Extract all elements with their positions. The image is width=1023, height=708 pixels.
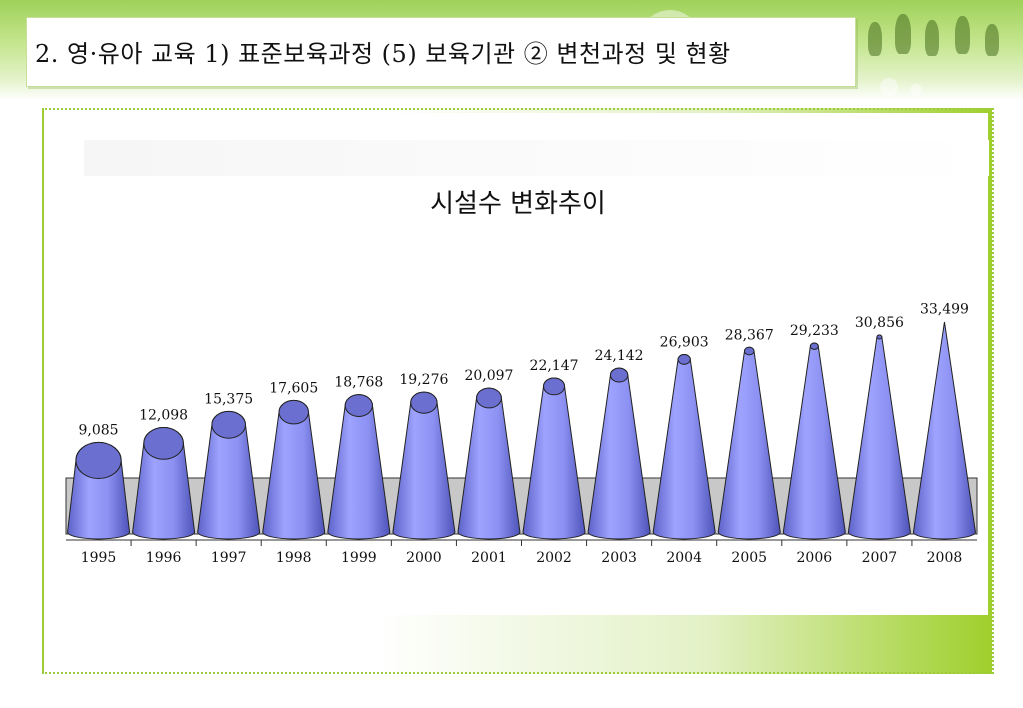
data-label: 15,375 [204,391,253,407]
cone-bar [912,321,976,540]
cone-bar [392,391,456,540]
data-label: 29,233 [790,323,839,339]
data-label: 20,097 [464,368,513,384]
data-label: 26,903 [660,335,709,351]
data-label: 19,276 [399,372,448,388]
data-label: 24,142 [595,348,644,364]
x-tick-label: 1995 [81,550,117,566]
x-tick-label: 2006 [797,550,833,566]
chart-title: 시설수 변화추이 [430,189,606,219]
data-label: 33,499 [920,302,969,318]
x-tick-label: 2002 [536,550,572,566]
x-tick-label: 2007 [862,550,898,566]
x-tick-label: 1997 [211,550,247,566]
decorative-circle [880,78,898,96]
x-tick-label: 2001 [471,550,507,566]
cone-bar [652,354,716,540]
cone-bar [782,342,846,540]
cone-bar [522,377,586,540]
cone-bar [457,387,521,540]
x-tick-label: 2000 [406,550,442,566]
cone-bar [717,346,781,540]
cone-top [211,410,246,439]
x-tick-label: 1998 [276,550,312,566]
x-tick-label: 2004 [666,550,702,566]
x-tick-label: 2005 [731,550,767,566]
x-tick-label: 1999 [341,550,377,566]
cone-bar [587,367,651,540]
children-silhouette-icon [868,22,882,56]
cone-top [744,346,755,356]
cone-top [609,367,629,383]
decorative-circle [910,84,922,96]
x-tick-label: 1996 [146,550,182,566]
cone-bar [847,334,911,540]
data-label: 22,147 [530,358,579,374]
cone-top [344,394,373,417]
cone-top [809,342,819,350]
cone-top [677,354,691,365]
chart-top-band [84,140,989,176]
data-label: 17,605 [269,380,318,396]
slide-title-box: 2. 영·유아 교육 1) 표준보육과정 (5) 보육기관 ② 변천과정 및 현… [26,17,856,87]
slide-title: 2. 영·유아 교육 1) 표준보육과정 (5) 보육기관 ② 변천과정 및 현… [35,40,731,68]
data-label: 9,085 [78,422,118,438]
cone-top [876,334,883,340]
cone-top [278,399,309,425]
children-silhouette-icon [955,16,970,54]
x-tick-label: 2008 [927,550,963,566]
cone-top [410,391,438,414]
children-silhouette-icon [985,24,999,56]
cone-top [75,441,122,480]
children-silhouette-icon [895,14,911,54]
cone-top [543,377,566,396]
children-silhouette-icon [925,20,939,56]
data-label: 18,768 [334,375,383,391]
x-tick-label: 2003 [601,550,637,566]
data-label: 30,856 [855,315,904,331]
data-label: 28,367 [725,327,774,343]
cone-top [476,387,502,409]
data-label: 12,098 [139,408,188,424]
cone-top [143,427,184,460]
